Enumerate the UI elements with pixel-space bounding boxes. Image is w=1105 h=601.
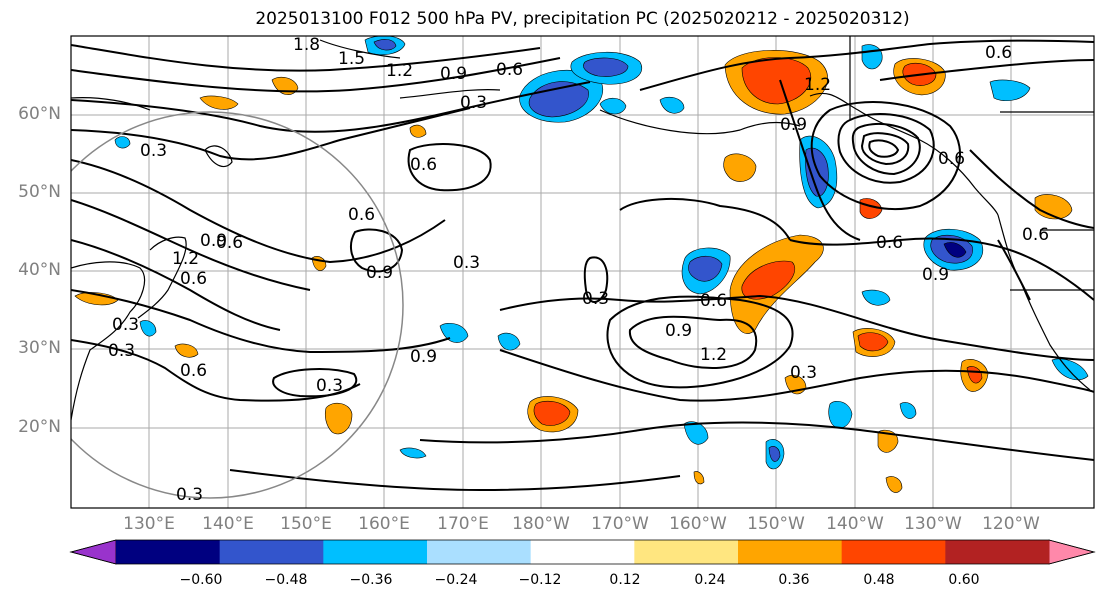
colorbar-segment — [427, 540, 532, 564]
lon-label: 160°E — [358, 514, 410, 534]
lat-label: 20°N — [18, 417, 61, 437]
contour-label: 0.6 — [348, 205, 375, 225]
contour-label: 0.9 — [440, 64, 467, 84]
colorbar-tick-label: −0.48 — [264, 572, 308, 588]
colorbar-segment — [634, 540, 739, 564]
colorbar-extend-high — [1048, 539, 1096, 565]
lon-label: 150°E — [280, 514, 332, 534]
colorbar-segment — [738, 540, 843, 564]
colorbar-segment — [841, 540, 946, 564]
contour-label: 0.6 — [938, 149, 965, 169]
contour-label: 0.9 — [410, 347, 437, 367]
contour-label: 0.3 — [176, 485, 203, 505]
colorbar-extend-low — [69, 539, 117, 565]
contour-label: 1.5 — [338, 49, 365, 69]
range-circle — [71, 111, 404, 499]
lon-label: 170°W — [591, 514, 649, 534]
colorbar-tick-label: 0.36 — [778, 572, 810, 588]
contour-label: 0.3 — [316, 376, 343, 396]
colorbar-tick-label: −0.24 — [434, 572, 478, 588]
contour-label: 0.9 — [200, 231, 227, 251]
lon-label: 170°E — [437, 514, 489, 534]
colorbar-tick-label: −0.36 — [349, 572, 393, 588]
colorbar-tick-label: 0.60 — [948, 572, 980, 588]
lat-label: 60°N — [18, 104, 61, 124]
contour-label: 0.3 — [108, 341, 135, 361]
contour-label-group: 1.8 1.5 1.2 0.9 0.6 0.3 0.3 0.6 0.3 0.6 … — [108, 35, 1049, 505]
contour-label: 0.3 — [790, 363, 817, 383]
contour-label: 0.6 — [700, 291, 727, 311]
contour-label: 0.6 — [180, 361, 207, 381]
contour-label: 0.3 — [453, 253, 480, 273]
contour-label: 1.2 — [172, 249, 199, 269]
contour-label: 0.6 — [985, 43, 1012, 63]
contour-label: 1.8 — [293, 35, 320, 55]
colorbar-segment — [945, 540, 1050, 564]
lon-label: 140°W — [826, 514, 884, 534]
contour-label: 0.3 — [582, 289, 609, 309]
lon-label: 120°W — [982, 514, 1040, 534]
lon-label: 130°E — [123, 514, 175, 534]
colorbar-segment — [219, 540, 324, 564]
colorbar-segment — [530, 540, 635, 564]
colorbar-tick-label: 0.12 — [609, 572, 641, 588]
contour-label: 1.2 — [700, 345, 727, 365]
contour-label: 1.2 — [804, 75, 831, 95]
lat-label: 50°N — [18, 182, 61, 202]
contour-label: 0.6 — [180, 269, 207, 289]
contour-label: 1.2 — [386, 61, 413, 81]
contour-label: 0.9 — [780, 115, 807, 135]
colorbar-outline — [69, 539, 1096, 565]
colorbar-tick-label: 0.48 — [863, 572, 895, 588]
lon-label: 140°E — [202, 514, 254, 534]
lon-label: 130°W — [904, 514, 962, 534]
colorbar — [69, 539, 1096, 565]
map-frame — [70, 35, 1095, 509]
pv-contours — [71, 39, 1094, 492]
contour-label: 0.3 — [140, 141, 167, 161]
contour-label: 0.6 — [496, 60, 523, 80]
coastlines — [71, 36, 1094, 421]
lat-label: 30°N — [18, 338, 61, 358]
contour-label: 0.6 — [876, 233, 903, 253]
lon-label: 160°W — [669, 514, 727, 534]
colorbar-tick-label: 0.24 — [694, 572, 726, 588]
colorbar-tick-label: −0.12 — [518, 572, 562, 588]
contour-label: 0.3 — [460, 93, 487, 113]
map-title: 2025013100 F012 500 hPa PV, precipitatio… — [255, 9, 910, 29]
contour-label: 0.6 — [410, 155, 437, 175]
lon-label: 180°W — [512, 514, 570, 534]
contour-label: 0.6 — [1022, 225, 1049, 245]
contour-label: 0.6 — [216, 233, 243, 253]
contour-label: 0.3 — [112, 315, 139, 335]
colorbar-segment — [323, 540, 428, 564]
contour-label: 0.9 — [922, 265, 949, 285]
colorbar-segment — [116, 540, 221, 564]
lat-label: 40°N — [18, 260, 61, 280]
lon-label: 150°W — [747, 514, 805, 534]
contour-label: 0.9 — [366, 263, 393, 283]
contour-label: 0.9 — [665, 321, 692, 341]
colorbar-tick-label: −0.60 — [179, 572, 223, 588]
